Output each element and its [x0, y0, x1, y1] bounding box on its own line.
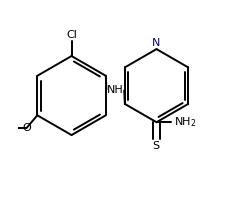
- Text: O: O: [22, 123, 31, 133]
- Text: NH$_2$: NH$_2$: [174, 115, 197, 129]
- Text: N: N: [152, 38, 161, 48]
- Text: NH: NH: [107, 85, 124, 95]
- Text: Cl: Cl: [66, 30, 77, 40]
- Text: S: S: [153, 141, 160, 151]
